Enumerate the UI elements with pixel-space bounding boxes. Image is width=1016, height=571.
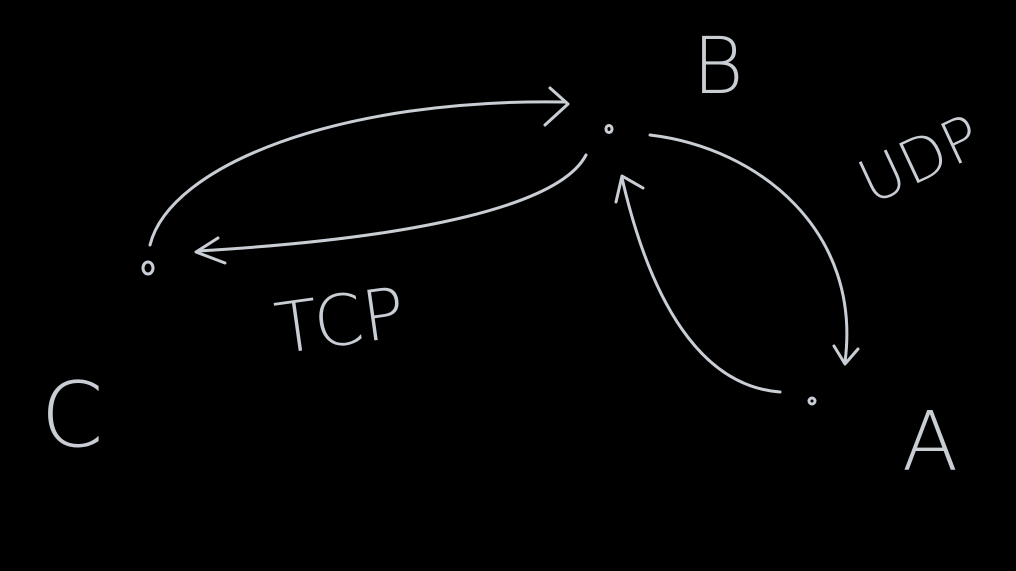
arrowhead xyxy=(194,236,227,265)
node-b-dot xyxy=(604,124,614,134)
node-label: B xyxy=(692,22,743,112)
arrowhead xyxy=(832,344,860,366)
arrow-a-to-b xyxy=(620,176,782,394)
edge-label: TCP xyxy=(270,271,410,370)
arrowhead xyxy=(543,86,570,127)
arrow-b-to-c xyxy=(196,153,588,253)
node-label: C xyxy=(41,363,104,468)
arrow-b-to-a xyxy=(648,133,849,364)
arrowhead xyxy=(614,174,645,204)
arrow-c-to-b xyxy=(148,100,567,247)
node-label: A xyxy=(902,395,958,490)
node-c-dot xyxy=(141,260,155,276)
node-a-dot xyxy=(807,396,817,406)
